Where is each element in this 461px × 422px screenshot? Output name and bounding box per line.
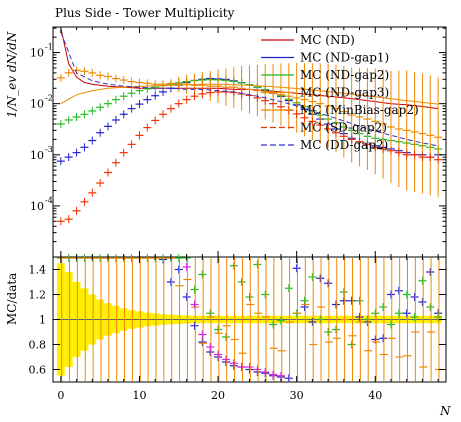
y-tick-exponent: -1 xyxy=(45,43,53,52)
series-line-mc-minbias-gap2 xyxy=(60,83,439,105)
series-line-mc-dd-gap2 xyxy=(60,32,439,147)
x-tick-label: 40 xyxy=(368,389,382,402)
y-tick-label: 10 xyxy=(30,47,44,60)
x-tick-label: 0 xyxy=(57,389,64,402)
ratio-y-axis-label: MC/data xyxy=(5,273,19,325)
x-tick-label: 10 xyxy=(132,389,146,402)
ratio-panel xyxy=(53,254,446,383)
legend-label: MC (ND-gap2) xyxy=(300,68,389,82)
legend-label: MC (ND-gap1) xyxy=(300,51,389,65)
ratio-y-tick-label: 1.4 xyxy=(29,264,47,277)
ratio-y-tick-label: 0.6 xyxy=(29,364,47,377)
legend-label: MC (ND-gap3) xyxy=(300,86,389,100)
y-tick-exponent: -2 xyxy=(45,94,53,103)
ratio-y-tick-label: 0.8 xyxy=(29,339,47,352)
y-tick-label: 10 xyxy=(30,200,44,213)
x-tick-label: 20 xyxy=(211,389,225,402)
legend-label: MC (SD-gap2) xyxy=(300,121,387,135)
ratio-y-tick-label: 1.2 xyxy=(29,289,47,302)
legend-label: MC (MinBias-gap2) xyxy=(300,103,419,117)
y-tick-exponent: -3 xyxy=(45,145,53,154)
y-tick-label: 10 xyxy=(30,98,44,111)
main-panel xyxy=(56,28,443,226)
x-axis-label: N xyxy=(439,404,451,418)
chart-title: Plus Side - Tower Multiplicity xyxy=(55,6,235,20)
y-axis-label: 1/N_ev dN/dN xyxy=(5,31,19,118)
x-tick-label: 30 xyxy=(290,389,304,402)
legend: MC (ND) MC (ND-gap1) MC (ND-gap2) MC (ND-ga… xyxy=(261,33,419,152)
ratio-y-tick-label: 1 xyxy=(39,314,46,327)
legend-label: MC (DD-gap2) xyxy=(300,138,388,152)
y-tick-exponent: -4 xyxy=(45,196,53,205)
legend-label: MC (ND) xyxy=(300,33,355,47)
y-tick-label: 10 xyxy=(30,149,44,162)
